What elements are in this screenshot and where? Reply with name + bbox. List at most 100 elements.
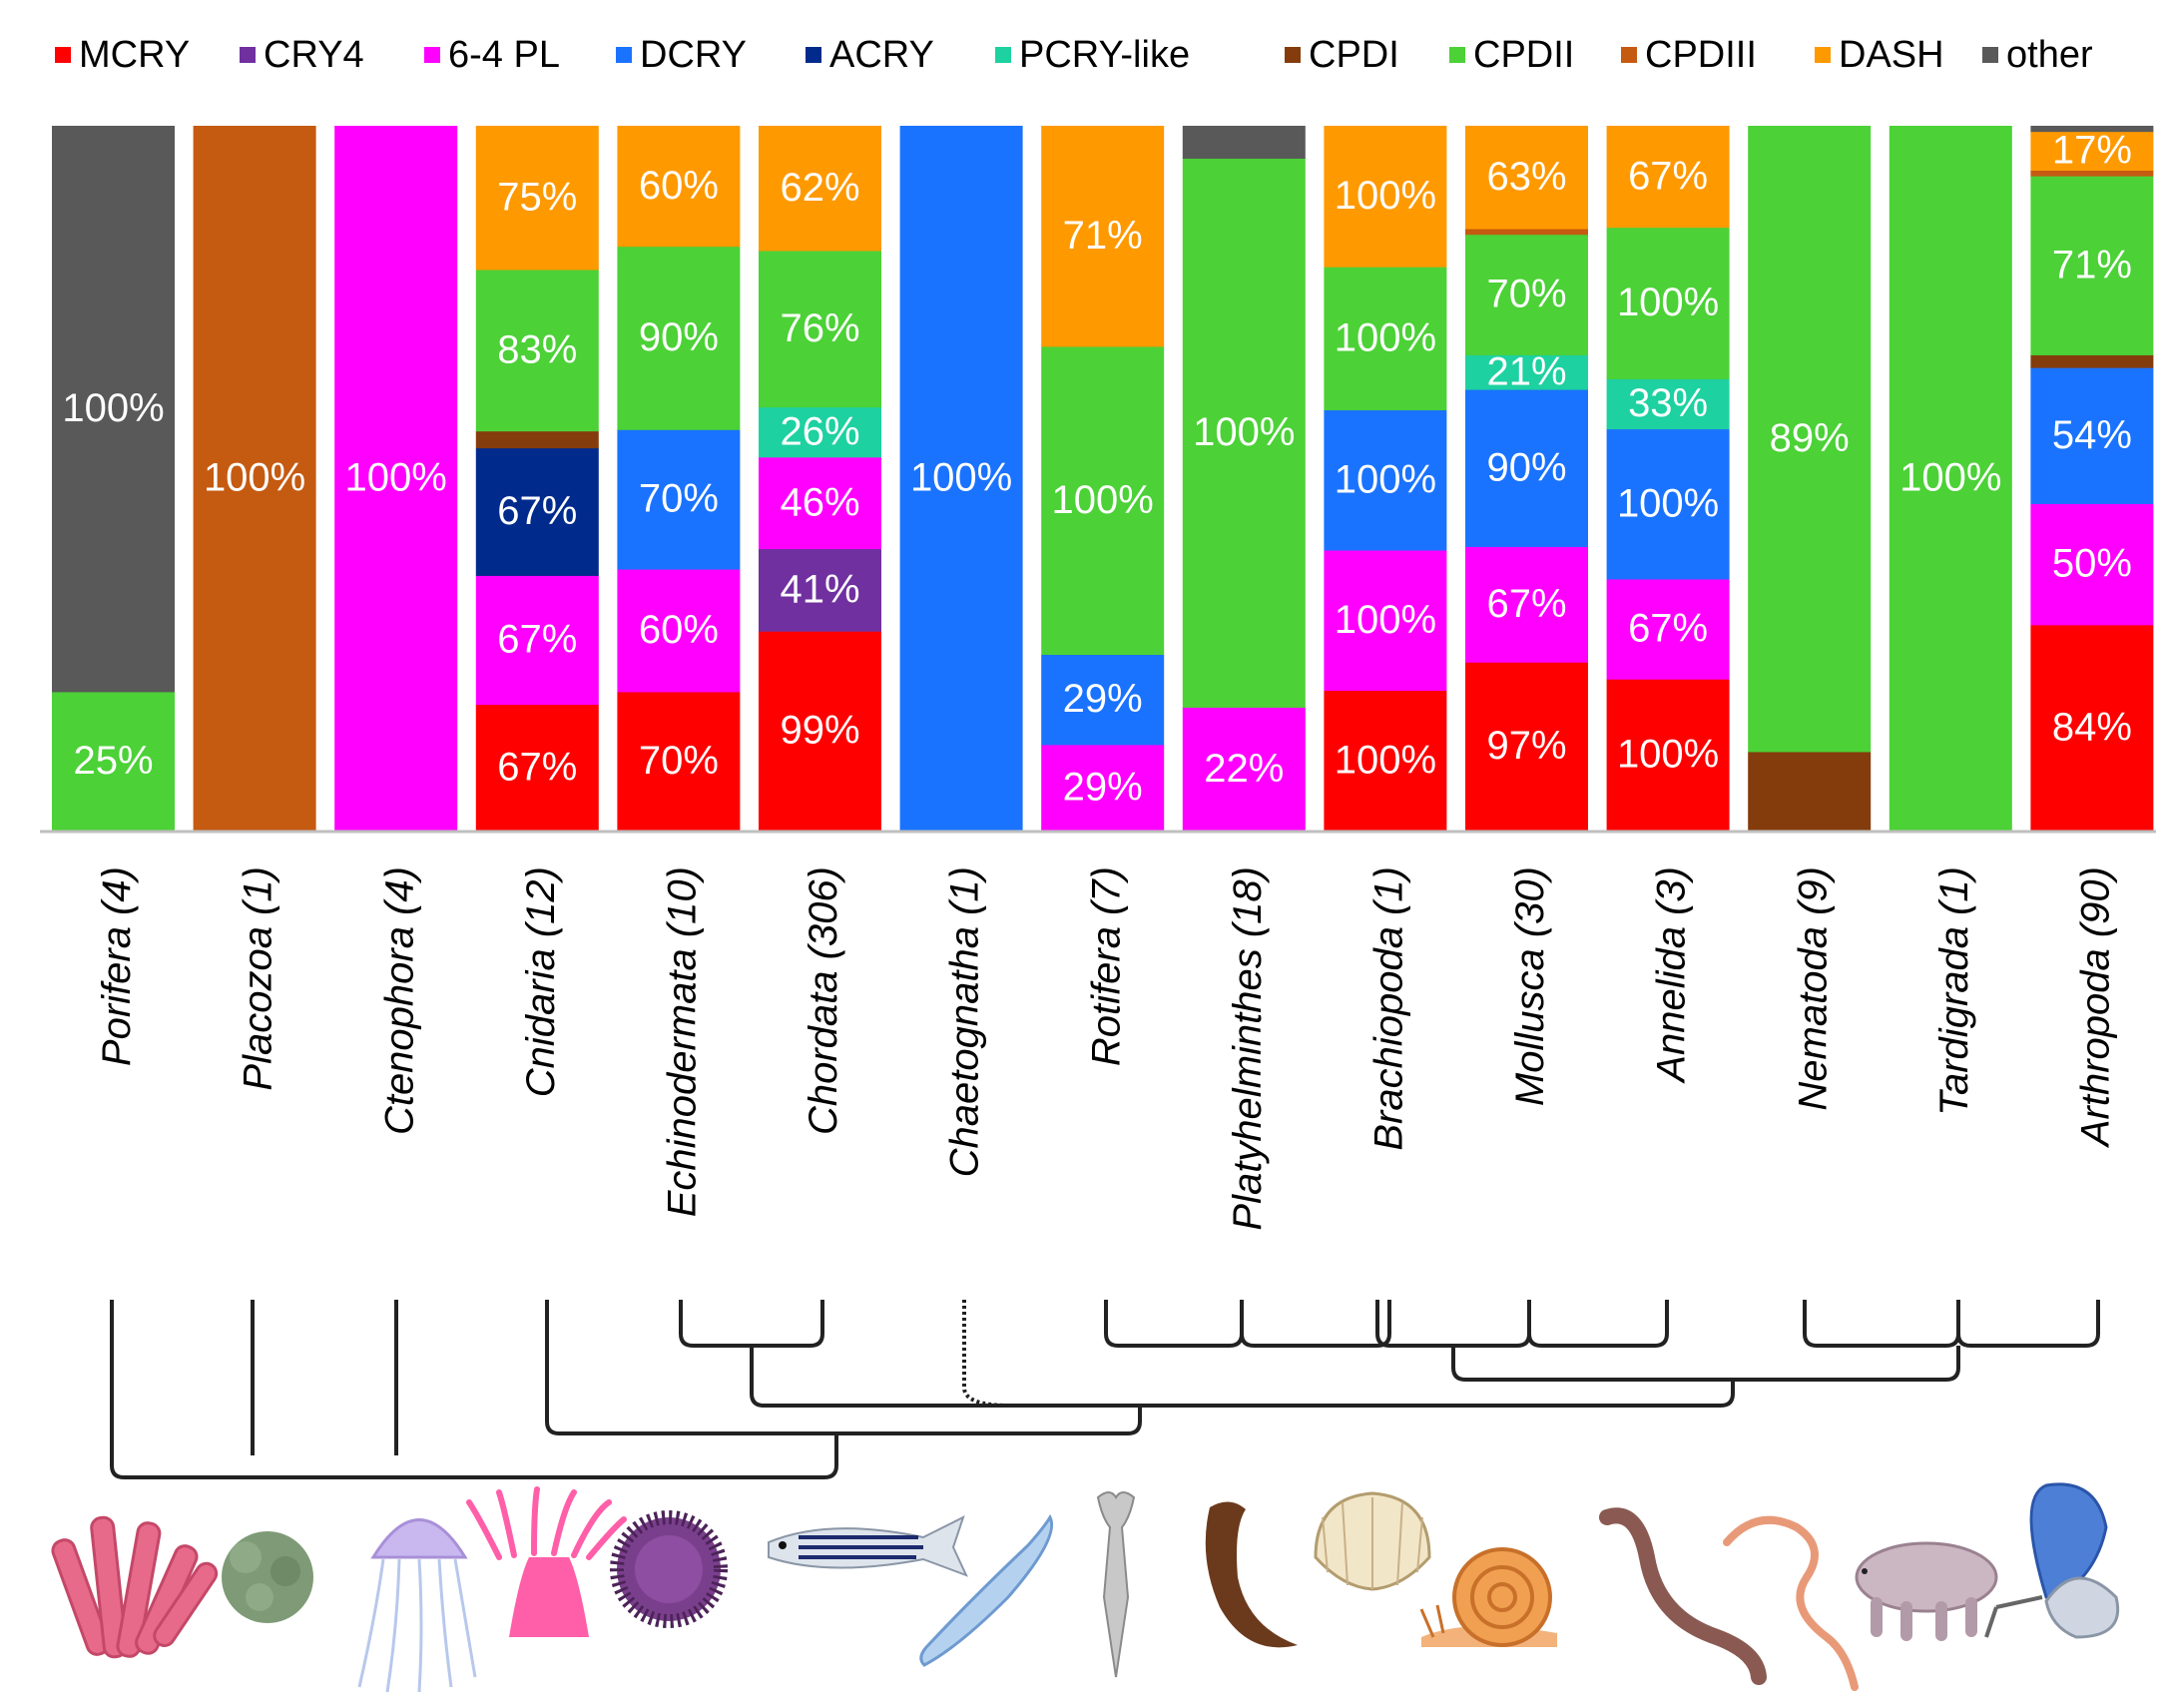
legend-item-cpdii: CPDII: [1449, 34, 1574, 76]
data-label: 100%: [1193, 410, 1295, 454]
comb-jelly-icon: [357, 1518, 477, 1693]
bar-segment-dcry: [1465, 389, 1588, 547]
bar-segment-pcry-like: [1606, 378, 1730, 430]
legend-item-other: other: [1982, 34, 2093, 76]
bar-annelida: 100% 67% 100% 33% 100% 67%: [1606, 126, 1730, 832]
data-label: 84%: [2052, 705, 2132, 749]
rotifer-icon: [1096, 1491, 1136, 1678]
legend-item-cpdi: CPDI: [1285, 34, 1399, 76]
bar-segment-6-4-pl: [1465, 546, 1588, 663]
data-label: 89%: [1770, 416, 1850, 460]
data-label: 100%: [62, 386, 164, 430]
bar-segment-6-4-pl: [1324, 550, 1447, 692]
bar-segment-dcry: [617, 429, 741, 570]
brachiopod-shell-icon: [1314, 1491, 1431, 1591]
bar-platyhelminthes: 22% 100%: [1182, 126, 1306, 832]
data-label: 100%: [204, 456, 305, 500]
bar-echinodermata: 70% 60% 70% 90% 60%: [617, 126, 741, 832]
organism-illustrations: [51, 1482, 2119, 1693]
bar-segment-cpdii: [617, 246, 741, 430]
bar-segment-cpdii: [759, 250, 881, 408]
data-label: 70%: [639, 739, 719, 783]
bar-segment-acry: [475, 447, 599, 576]
roundworm-icon: [1723, 1515, 1859, 1691]
data-label: 25%: [73, 739, 153, 783]
sea-urchin-icon: [610, 1510, 728, 1628]
data-label: 21%: [1486, 349, 1566, 393]
bar-segment-other: [52, 126, 175, 693]
bar-segment-6-4-pl: [617, 569, 741, 693]
data-label: 100%: [1617, 733, 1719, 777]
data-label: 83%: [497, 327, 577, 371]
category-label-chaetognatha: Chaetognatha (1): [943, 866, 987, 1177]
category-label-porifera: Porifera (4): [95, 866, 139, 1066]
data-label: 100%: [910, 456, 1012, 500]
data-label: 100%: [1335, 315, 1436, 359]
data-label: 67%: [1486, 582, 1566, 626]
category-label-annelida: Annelida (3): [1650, 866, 1694, 1084]
bar-segment-cpdiii: [193, 126, 316, 832]
legend-swatch: [1982, 47, 1998, 63]
legend-label: CPDIII: [1645, 34, 1757, 76]
legend-label: CRY4: [264, 34, 364, 76]
data-label: 62%: [780, 166, 859, 210]
bar-segment-6-4-pl: [1182, 707, 1306, 832]
data-label: 67%: [497, 745, 577, 789]
data-label: 97%: [1486, 724, 1566, 768]
bar-segment-6-4-pl: [1041, 744, 1165, 832]
data-label: 70%: [1486, 273, 1566, 316]
bar-segment-dash: [617, 126, 741, 248]
data-label: 100%: [345, 456, 447, 500]
data-label: 41%: [780, 567, 859, 611]
bar-segment-dcry: [1324, 409, 1447, 551]
bar-segment-dcry: [1606, 428, 1730, 580]
data-label: 100%: [1052, 478, 1154, 522]
data-label: 70%: [639, 477, 719, 521]
bar-segment-dcry: [2030, 367, 2154, 504]
bar-segment-cpdiii: [1465, 229, 1588, 236]
bar-segment-mcry: [1324, 690, 1447, 832]
bar-segment-mcry: [1465, 662, 1588, 832]
tardigrade-icon: [1855, 1541, 1998, 1641]
bar-segment-pcry-like: [1465, 354, 1588, 390]
data-label: 100%: [1617, 281, 1719, 324]
category-label-arthropoda: Arthropoda (90): [2073, 866, 2117, 1148]
sea-anemone-icon: [466, 1486, 627, 1637]
data-label: 100%: [1899, 456, 2001, 500]
bar-segment-cpdi: [1748, 751, 1872, 832]
data-label: 67%: [1628, 607, 1708, 651]
bar-segment-dash: [1041, 126, 1165, 347]
data-label: 100%: [1617, 481, 1719, 525]
category-label-placozoa: Placozoa (1): [237, 866, 280, 1091]
bar-segment-mcry: [1606, 679, 1730, 832]
data-label: 60%: [639, 608, 719, 652]
bar-segment-dash: [759, 126, 881, 252]
data-label: 71%: [2052, 243, 2132, 286]
bar-segment-pcry-like: [759, 406, 881, 458]
category-label-echinodermata: Echinodermata (10): [660, 866, 704, 1217]
data-label: 100%: [1335, 457, 1436, 501]
legend-swatch: [1815, 47, 1831, 63]
snail-icon: [1419, 1547, 1557, 1647]
bar-segment-other: [2030, 126, 2154, 133]
bar-segment-cpdii: [1324, 267, 1447, 411]
bar-brachiopoda: 100% 100% 100% 100% 100%: [1324, 126, 1447, 832]
bar-segment-dash: [475, 126, 599, 271]
bar-segment-mcry: [759, 631, 881, 832]
bar-segment-6-4-pl: [1606, 578, 1730, 680]
bar-rotifera: 29% 29% 100% 71%: [1041, 126, 1165, 832]
legend-swatch: [1621, 47, 1637, 63]
legend-swatch: [424, 47, 440, 63]
bar-ctenophora: 100%: [334, 126, 458, 832]
legend-item-pcry-like: PCRY-like: [995, 34, 1190, 76]
bar-segment-cpdii: [1465, 234, 1588, 355]
legend-item-acry: ACRY: [806, 34, 934, 76]
bar-cnidaria: 67% 67% 67% 83% 75%: [475, 126, 599, 832]
legend-swatch: [806, 47, 821, 63]
bar-segment-cpdiii: [2030, 170, 2154, 177]
category-label-cnidaria: Cnidaria (12): [519, 866, 563, 1097]
legend-swatch: [616, 47, 632, 63]
data-label: 100%: [1335, 174, 1436, 218]
legend-label: PCRY-like: [1019, 34, 1190, 76]
